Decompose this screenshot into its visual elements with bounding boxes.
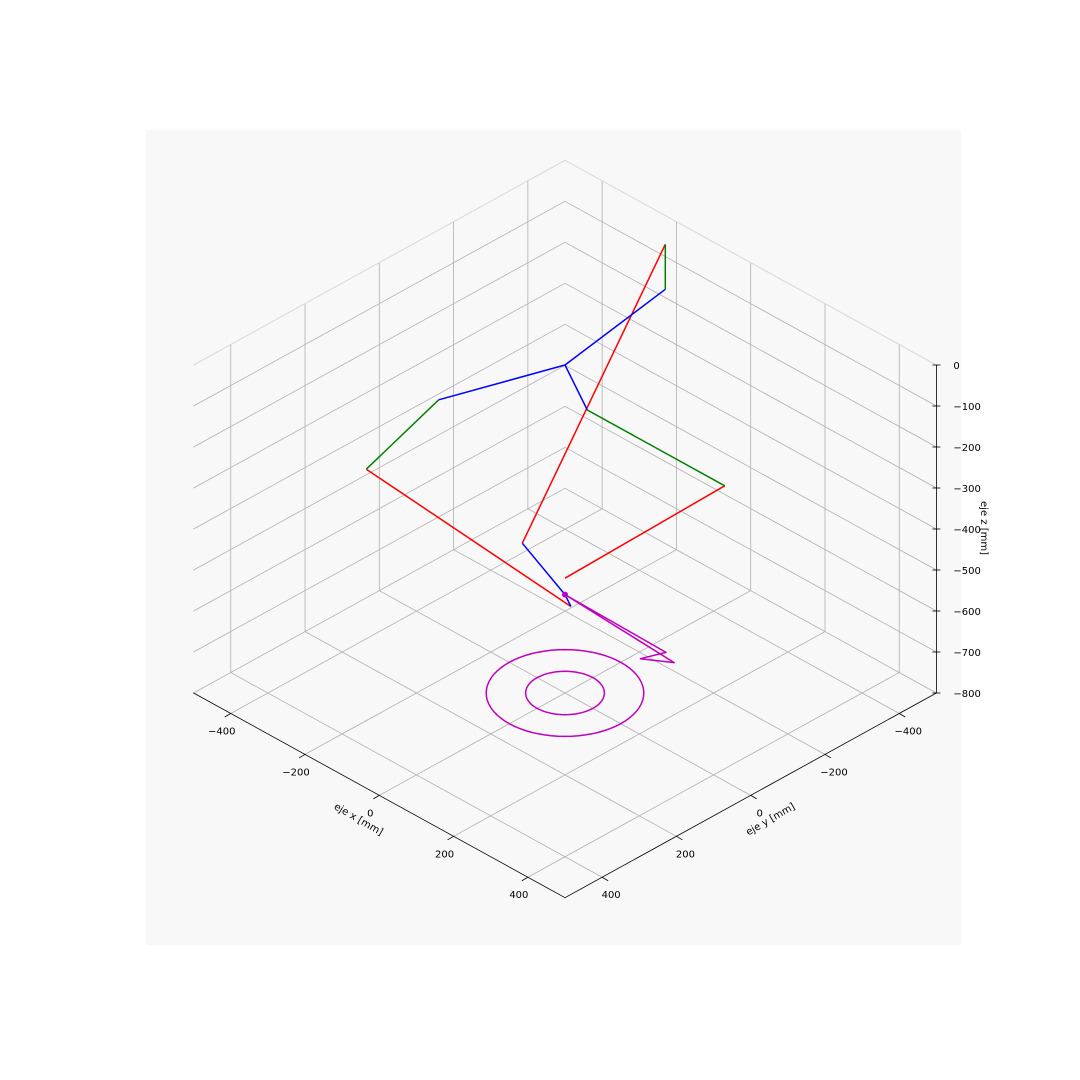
blue-series-line bbox=[564, 288, 666, 366]
y-tick-mark bbox=[750, 795, 757, 800]
y-tick-mark bbox=[899, 713, 906, 718]
x-tick-mark bbox=[521, 876, 529, 882]
axis-lines bbox=[193, 364, 941, 899]
green-series-line bbox=[586, 409, 726, 487]
series-lines bbox=[365, 243, 726, 738]
z-tick-label: −600 bbox=[953, 607, 980, 618]
platform-circle bbox=[485, 648, 645, 738]
grid-line bbox=[193, 364, 566, 571]
red-series-line bbox=[564, 485, 726, 579]
blue-series-line bbox=[564, 364, 588, 411]
magenta-series-line bbox=[564, 593, 675, 664]
x-tick-label: 0 bbox=[367, 808, 373, 819]
z-tick-label: −700 bbox=[953, 648, 980, 659]
x-tick-label: 200 bbox=[435, 849, 454, 860]
grid-line bbox=[378, 590, 752, 796]
red-series-line bbox=[521, 243, 666, 544]
red-series-line bbox=[365, 468, 572, 608]
grid-line bbox=[453, 549, 826, 755]
grid bbox=[193, 159, 937, 878]
z-tick-label: −500 bbox=[953, 566, 980, 577]
z-tick-label: −400 bbox=[953, 525, 980, 536]
grid-line bbox=[193, 200, 566, 407]
grid-line bbox=[564, 487, 937, 694]
z-tick-label: −800 bbox=[953, 689, 980, 700]
grid-line bbox=[230, 672, 603, 878]
x-tick-label: 400 bbox=[509, 890, 528, 901]
y-tick-label: 400 bbox=[602, 890, 621, 901]
grid-line bbox=[564, 364, 937, 571]
z-tick-label: −100 bbox=[953, 402, 980, 413]
grid-line bbox=[193, 323, 566, 530]
y-tick-label: 0 bbox=[757, 808, 763, 819]
tick-labels: −400 −200 0 200 400 −400 −200 0 200 400 0 −100 −200 −… bbox=[208, 361, 981, 901]
y-tick-label: −400 bbox=[895, 726, 922, 737]
end-effector-marker bbox=[562, 591, 568, 598]
z-tick-label: −200 bbox=[953, 443, 980, 454]
y-tick-label: 200 bbox=[676, 849, 695, 860]
x-tick-mark bbox=[224, 713, 231, 718]
grid-line bbox=[193, 446, 566, 653]
y-tick-label: −200 bbox=[820, 767, 847, 778]
z-tick-label: 0 bbox=[953, 361, 959, 372]
x-tick-mark bbox=[447, 835, 454, 841]
z-tick-label: −300 bbox=[953, 484, 980, 495]
grid-line bbox=[564, 241, 937, 448]
pane-edge bbox=[564, 159, 937, 366]
x-tick-label: −200 bbox=[282, 767, 309, 778]
grid-line bbox=[564, 200, 937, 407]
grid-line bbox=[193, 241, 566, 448]
y-tick-mark bbox=[824, 754, 832, 759]
grid-line bbox=[564, 446, 937, 653]
y-tick-mark bbox=[601, 876, 609, 882]
grid-line bbox=[527, 508, 900, 714]
x-tick-mark bbox=[298, 754, 306, 759]
pane-edge bbox=[193, 159, 566, 366]
x-tick-label: −400 bbox=[208, 726, 235, 737]
axes-background bbox=[146, 130, 961, 945]
grid-line bbox=[564, 323, 937, 530]
platform-circle bbox=[524, 670, 606, 716]
y-tick-mark bbox=[676, 835, 683, 841]
x-tick-mark bbox=[373, 795, 380, 800]
grid-line bbox=[193, 405, 566, 612]
grid-line bbox=[564, 405, 937, 612]
grid-line bbox=[193, 282, 566, 489]
grid-line bbox=[304, 631, 677, 837]
grid-line bbox=[193, 487, 566, 694]
blue-series-line bbox=[438, 364, 566, 401]
green-series-line bbox=[365, 399, 440, 470]
z-axis-label: eje z [mm] bbox=[978, 501, 989, 555]
